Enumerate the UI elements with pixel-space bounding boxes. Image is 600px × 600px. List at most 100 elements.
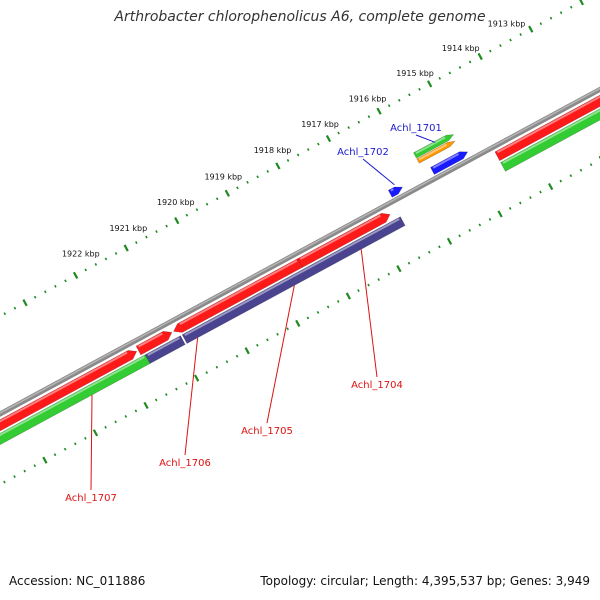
kbp-tick-label: 1915 kbp bbox=[396, 69, 434, 78]
kbp-tick-label: 1918 kbp bbox=[254, 146, 292, 155]
inner-ring-tick bbox=[529, 196, 532, 199]
outer-ring-tick bbox=[317, 142, 320, 146]
inner-ring-tick bbox=[13, 475, 16, 479]
outer-ring-tick bbox=[236, 186, 239, 190]
outer-ring-tick bbox=[84, 268, 87, 272]
outer-tick-ring bbox=[3, 0, 584, 316]
gene-label: Achl_1705 bbox=[241, 426, 293, 437]
outer-ring-tick bbox=[43, 290, 47, 294]
inner-ring-tick bbox=[92, 429, 99, 437]
inner-ring-tick bbox=[458, 234, 461, 238]
outer-ring-tick bbox=[569, 5, 573, 9]
inner-ring-tick bbox=[478, 223, 482, 227]
kbp-tick-label: 1922 kbp bbox=[62, 250, 100, 259]
cds-achl-1707-forward-highlight bbox=[0, 351, 128, 423]
inner-ring-tick bbox=[468, 228, 471, 232]
outer-ring-tick bbox=[3, 312, 7, 316]
outer-ring-tick bbox=[246, 180, 249, 184]
inner-ring-tick bbox=[579, 168, 583, 172]
inner-ring-tick bbox=[286, 327, 289, 331]
cds-achl-1704-forward-highlight bbox=[299, 214, 381, 260]
leader-line bbox=[266, 285, 295, 424]
outer-ring-tick bbox=[306, 148, 310, 151]
cds-reverse-right-highlight bbox=[502, 109, 600, 164]
inner-ring-tick bbox=[154, 398, 158, 402]
gene-label: Achl_1706 bbox=[159, 458, 211, 469]
outer-ring-tick bbox=[266, 169, 270, 173]
cds-reverse-right bbox=[500, 108, 600, 172]
cds-achl-1707-reverse-highlight bbox=[0, 356, 145, 437]
kbp-tick-label: 1920 kbp bbox=[157, 198, 195, 207]
backbone-line bbox=[0, 86, 600, 417]
outer-ring-tick bbox=[123, 244, 129, 252]
outer-ring-tick bbox=[13, 306, 17, 310]
gene-label: Achl_1702 bbox=[337, 147, 389, 158]
outer-ring-tick bbox=[519, 33, 522, 37]
inner-ring-tick bbox=[446, 237, 453, 245]
outer-ring-tick bbox=[477, 52, 483, 61]
outer-ring-tick bbox=[367, 115, 371, 119]
inner-ring-tick bbox=[427, 250, 431, 254]
outer-ring-tick bbox=[325, 134, 332, 143]
outer-ring-tick bbox=[509, 38, 512, 42]
rna-feature-highlight bbox=[432, 153, 459, 169]
cds-achl-1705-forward-highlight bbox=[179, 259, 298, 325]
outer-ring-tick bbox=[145, 235, 148, 239]
inner-ring-tick bbox=[569, 174, 573, 178]
outer-ring-tick bbox=[347, 126, 350, 130]
cds-achl-1705-forward bbox=[173, 258, 304, 333]
outer-ring-tick bbox=[357, 120, 361, 124]
cds-achl-1706-lane2 bbox=[144, 335, 186, 364]
inner-ring-tick bbox=[417, 256, 421, 260]
inner-ring-tick bbox=[256, 343, 259, 347]
outer-ring-tick bbox=[426, 80, 433, 88]
outer-ring-tick bbox=[337, 131, 340, 135]
rna-achl-1702-highlight bbox=[390, 188, 394, 192]
inner-ring-tick bbox=[326, 305, 330, 309]
inner-ring-tick bbox=[589, 163, 593, 167]
inner-ring-tick bbox=[134, 409, 138, 413]
misc-feature-achl-1701 bbox=[416, 140, 456, 164]
feature-tracks bbox=[0, 94, 600, 446]
inner-ring-tick bbox=[295, 319, 301, 327]
cds-achl-1706-lane2-highlight bbox=[147, 337, 180, 356]
outer-ring-tick bbox=[468, 60, 472, 64]
inner-tick-ring bbox=[3, 155, 600, 484]
rna-feature bbox=[430, 151, 469, 175]
inner-ring-tick bbox=[165, 393, 168, 396]
outer-ring-tick bbox=[438, 76, 442, 80]
gene-label: Achl_1707 bbox=[65, 493, 117, 504]
inner-ring-tick bbox=[336, 300, 340, 303]
inner-ring-tick bbox=[84, 436, 87, 440]
inner-ring-tick bbox=[175, 387, 178, 391]
inner-ring-tick bbox=[508, 207, 512, 210]
outer-ring-tick bbox=[195, 208, 199, 212]
cds-achl-1707-forward bbox=[0, 350, 138, 432]
inner-ring-tick bbox=[42, 456, 48, 464]
leader-line bbox=[360, 249, 378, 378]
leader-line bbox=[362, 158, 395, 186]
cds-achl-1705-lane2-highlight bbox=[184, 218, 400, 336]
inner-ring-tick bbox=[407, 261, 411, 265]
kbp-tick-label: 1913 kbp bbox=[488, 19, 526, 28]
outer-ring-tick bbox=[539, 22, 543, 26]
accession-text: Accession: NC_011886 bbox=[9, 574, 146, 588]
inner-ring-tick bbox=[53, 453, 57, 457]
outer-ring-tick bbox=[205, 202, 209, 206]
outer-ring-tick bbox=[155, 230, 158, 234]
outer-ring-tick bbox=[33, 295, 37, 299]
outer-ring-tick bbox=[549, 16, 553, 20]
backbone-highlight bbox=[0, 87, 600, 414]
inner-ring-tick bbox=[438, 245, 441, 249]
genome-summary-text: Topology: circular; Length: 4,395,537 bp… bbox=[260, 574, 590, 588]
outer-ring-tick bbox=[22, 299, 28, 307]
gene-labels: Achl_1701 Achl_1702 Achl_1704 Achl_1705 Achl… bbox=[65, 123, 442, 504]
cds-achl-1701 bbox=[413, 134, 455, 159]
inner-ring-tick bbox=[345, 292, 351, 300]
cds-achl-1705-lane2 bbox=[181, 216, 406, 344]
outer-ring-tick bbox=[72, 271, 79, 279]
outer-ring-tick bbox=[398, 98, 401, 102]
genome-title: Arthrobacter chlorophenolicus A6, comple… bbox=[114, 9, 486, 25]
inner-ring-tick bbox=[73, 442, 77, 446]
